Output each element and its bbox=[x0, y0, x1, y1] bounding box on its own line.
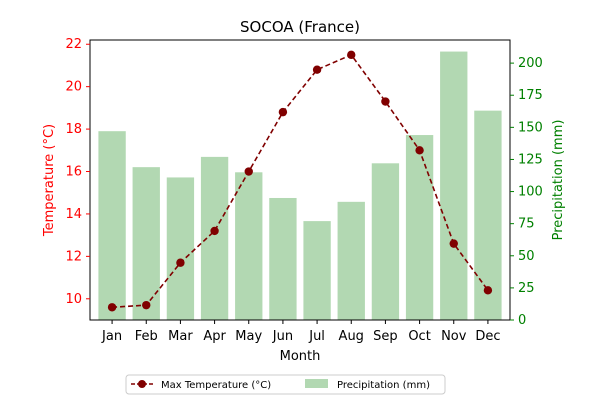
x-tick-label-jul: Jul bbox=[308, 329, 325, 344]
legend-temperature-marker bbox=[138, 380, 146, 388]
x-tick-label-oct: Oct bbox=[408, 329, 430, 344]
x-tick-label-feb: Feb bbox=[135, 329, 158, 344]
right-tick-label-50: 50 bbox=[518, 249, 535, 264]
temperature-point-may bbox=[244, 167, 253, 176]
right-tick-label-0: 0 bbox=[518, 313, 526, 328]
x-tick-label-dec: Dec bbox=[475, 329, 500, 344]
legend-precipitation-label: Precipitation (mm) bbox=[337, 380, 430, 391]
left-axis: 10 12 14 16 18 20 22 bbox=[65, 37, 90, 307]
x-tick-label-jun: Jun bbox=[272, 329, 293, 344]
right-axis: 0 25 50 75 100 125 150 175 200 bbox=[510, 56, 543, 328]
precip-bar-aug bbox=[337, 201, 365, 320]
x-tick-label-apr: Apr bbox=[203, 329, 226, 344]
temperature-point-jul bbox=[312, 65, 322, 74]
chart-title: SOCOA (France) bbox=[240, 18, 360, 36]
temperature-point-apr bbox=[210, 226, 219, 236]
right-tick-label-200: 200 bbox=[518, 56, 543, 71]
left-tick-label-18: 18 bbox=[65, 122, 82, 137]
plot-frame bbox=[89, 39, 511, 321]
precip-bar-oct bbox=[405, 135, 434, 320]
right-axis-label: Precipitation (mm) bbox=[551, 120, 566, 241]
temperature-point-jan bbox=[107, 303, 117, 312]
left-tick-label-22: 22 bbox=[65, 37, 82, 52]
x-axis: Jan Feb Mar Apr May Jun Jul Aug Sep Oct Nov Dec bbox=[101, 320, 500, 344]
temperature-line-series bbox=[107, 50, 493, 312]
precip-bar-may bbox=[235, 172, 263, 320]
right-tick-label-125: 125 bbox=[518, 152, 543, 167]
temperature-point-jun bbox=[278, 107, 288, 117]
legend-box bbox=[125, 374, 446, 395]
precip-bar-jun bbox=[269, 197, 297, 320]
precip-bar-apr bbox=[200, 156, 229, 320]
precip-bar-jan bbox=[98, 131, 126, 320]
left-tick-label-20: 20 bbox=[65, 80, 82, 95]
left-tick-label-14: 14 bbox=[65, 207, 82, 222]
temperature-point-oct bbox=[415, 146, 424, 155]
temperature-point-dec bbox=[483, 286, 493, 295]
precip-bar-feb bbox=[132, 167, 160, 320]
x-tick-label-mar: Mar bbox=[168, 329, 193, 344]
precip-bar-nov bbox=[440, 51, 468, 320]
temperature-point-feb bbox=[142, 300, 151, 310]
left-axis-label: Temperature (°C) bbox=[42, 124, 57, 237]
x-axis-label: Month bbox=[280, 349, 321, 364]
x-tick-label-jan: Jan bbox=[101, 329, 122, 344]
x-tick-label-nov: Nov bbox=[441, 329, 467, 344]
right-tick-label-75: 75 bbox=[518, 217, 535, 232]
right-tick-label-150: 150 bbox=[518, 120, 543, 135]
left-tick-label-16: 16 bbox=[65, 165, 82, 180]
left-tick-label-10: 10 bbox=[65, 292, 82, 307]
right-tick-label-175: 175 bbox=[518, 88, 543, 103]
legend-temperature-label: Max Temperature (°C) bbox=[161, 380, 271, 391]
right-tick-label-100: 100 bbox=[518, 185, 543, 200]
left-tick-label-12: 12 bbox=[65, 249, 82, 264]
legend: Max Temperature (°C) Precipitation (mm) bbox=[125, 374, 446, 395]
x-tick-label-aug: Aug bbox=[339, 329, 364, 344]
legend-precipitation-swatch bbox=[305, 379, 328, 388]
temperature-point-nov bbox=[449, 239, 458, 248]
precipitation-bars bbox=[98, 51, 502, 320]
x-tick-label-sep: Sep bbox=[373, 329, 398, 344]
right-tick-label-25: 25 bbox=[518, 281, 535, 296]
x-tick-label-may: May bbox=[235, 329, 262, 344]
temperature-line bbox=[112, 53, 489, 309]
precip-bar-mar bbox=[166, 177, 195, 320]
precip-bar-jul bbox=[303, 221, 331, 320]
precip-bar-dec bbox=[474, 110, 502, 320]
temperature-point-mar bbox=[176, 258, 185, 267]
temperature-point-sep bbox=[381, 97, 390, 106]
precip-bar-sep bbox=[371, 163, 400, 320]
temperature-point-aug bbox=[347, 50, 356, 60]
